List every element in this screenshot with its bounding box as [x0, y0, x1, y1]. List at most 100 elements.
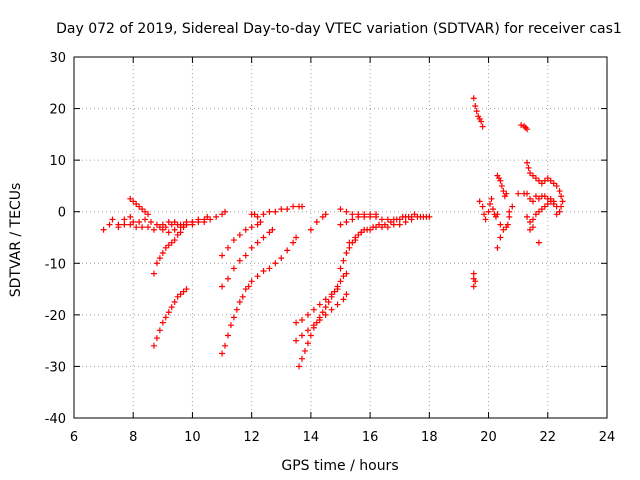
data-point	[127, 213, 134, 220]
data-point	[260, 234, 267, 241]
data-point	[313, 219, 320, 226]
data-point	[479, 203, 486, 210]
series-arc-11h-deep	[219, 234, 300, 357]
data-point	[304, 340, 311, 347]
data-point	[343, 270, 350, 277]
data-point	[219, 252, 226, 259]
data-point	[355, 211, 362, 218]
data-point	[299, 332, 306, 339]
data-point	[162, 314, 169, 321]
data-point	[504, 221, 511, 228]
series-arc-10h-baseline	[189, 208, 229, 228]
data-point	[145, 211, 152, 218]
data-point	[405, 213, 412, 220]
series-arc-lower-early	[115, 221, 187, 233]
data-point	[100, 226, 107, 233]
data-point	[183, 286, 190, 293]
data-point	[387, 219, 394, 226]
y-tick-label: -20	[45, 309, 66, 324]
data-point	[233, 306, 240, 313]
data-point	[506, 213, 513, 220]
data-point	[488, 195, 495, 202]
data-point	[472, 102, 479, 109]
data-point	[497, 221, 504, 228]
data-point	[224, 275, 231, 282]
series-arc-16h-mid	[346, 211, 430, 246]
data-point	[417, 213, 424, 220]
data-point	[133, 224, 140, 231]
series-arc-20h-cluster	[476, 195, 516, 233]
data-point	[515, 190, 522, 197]
data-point	[553, 182, 560, 189]
data-point	[159, 319, 166, 326]
data-point	[156, 255, 163, 262]
data-point	[470, 283, 477, 290]
data-point	[310, 306, 317, 313]
series-arc-14h-upper	[307, 211, 329, 233]
data-point	[361, 211, 368, 218]
x-tick-label: 10	[184, 430, 201, 445]
series-arc-9h-deep	[150, 286, 190, 349]
data-point	[299, 355, 306, 362]
data-point	[482, 216, 489, 223]
x-tick-label: 16	[362, 430, 379, 445]
data-point	[290, 239, 297, 246]
data-point	[142, 216, 149, 223]
data-point	[524, 190, 531, 197]
x-tick-label: 18	[421, 430, 438, 445]
data-point	[509, 203, 516, 210]
data-point	[156, 327, 163, 334]
data-point	[472, 278, 479, 285]
data-point	[304, 327, 311, 334]
data-point	[340, 296, 347, 303]
x-tick-label: 8	[129, 430, 137, 445]
grid-layer	[74, 57, 607, 418]
data-point	[177, 224, 184, 231]
y-tick-label: -40	[45, 412, 66, 427]
series-arc-14h-lower	[293, 291, 350, 344]
series-arc-21h-cluster	[521, 159, 566, 218]
series-arc-peak-8h	[127, 195, 152, 218]
data-point	[230, 237, 237, 244]
data-point	[254, 273, 261, 280]
data-point	[316, 301, 323, 308]
data-point	[343, 249, 350, 256]
data-point	[299, 317, 306, 324]
data-point	[239, 293, 246, 300]
series-arc-11h-mid	[219, 226, 276, 290]
data-point	[165, 309, 172, 316]
data-point	[269, 226, 276, 233]
data-point	[224, 244, 231, 251]
data-point	[165, 229, 172, 236]
data-point	[171, 226, 178, 233]
data-point	[145, 224, 152, 231]
data-point	[529, 216, 536, 223]
series-arc-11h-upper	[219, 219, 264, 259]
data-point	[349, 211, 356, 218]
y-tick-label: 0	[58, 206, 66, 221]
data-point	[307, 332, 314, 339]
x-tick-label: 14	[303, 430, 320, 445]
data-point	[506, 208, 513, 215]
x-tick-label: 12	[243, 430, 260, 445]
data-point	[535, 239, 542, 246]
data-point	[497, 177, 504, 184]
data-point	[115, 224, 122, 231]
data-point	[248, 244, 255, 251]
y-tick-label: -30	[45, 360, 66, 375]
data-point	[498, 182, 505, 189]
data-point	[328, 306, 335, 313]
data-point	[340, 257, 347, 264]
data-point	[136, 219, 143, 226]
data-point	[503, 190, 510, 197]
data-point	[364, 226, 371, 233]
series-arc-21h-single	[515, 190, 542, 246]
data-point	[343, 219, 350, 226]
data-point	[373, 211, 380, 218]
data-point	[370, 224, 377, 231]
data-point	[423, 213, 430, 220]
data-point	[272, 260, 279, 267]
x-tick-label: 6	[70, 430, 78, 445]
data-point	[375, 221, 382, 228]
